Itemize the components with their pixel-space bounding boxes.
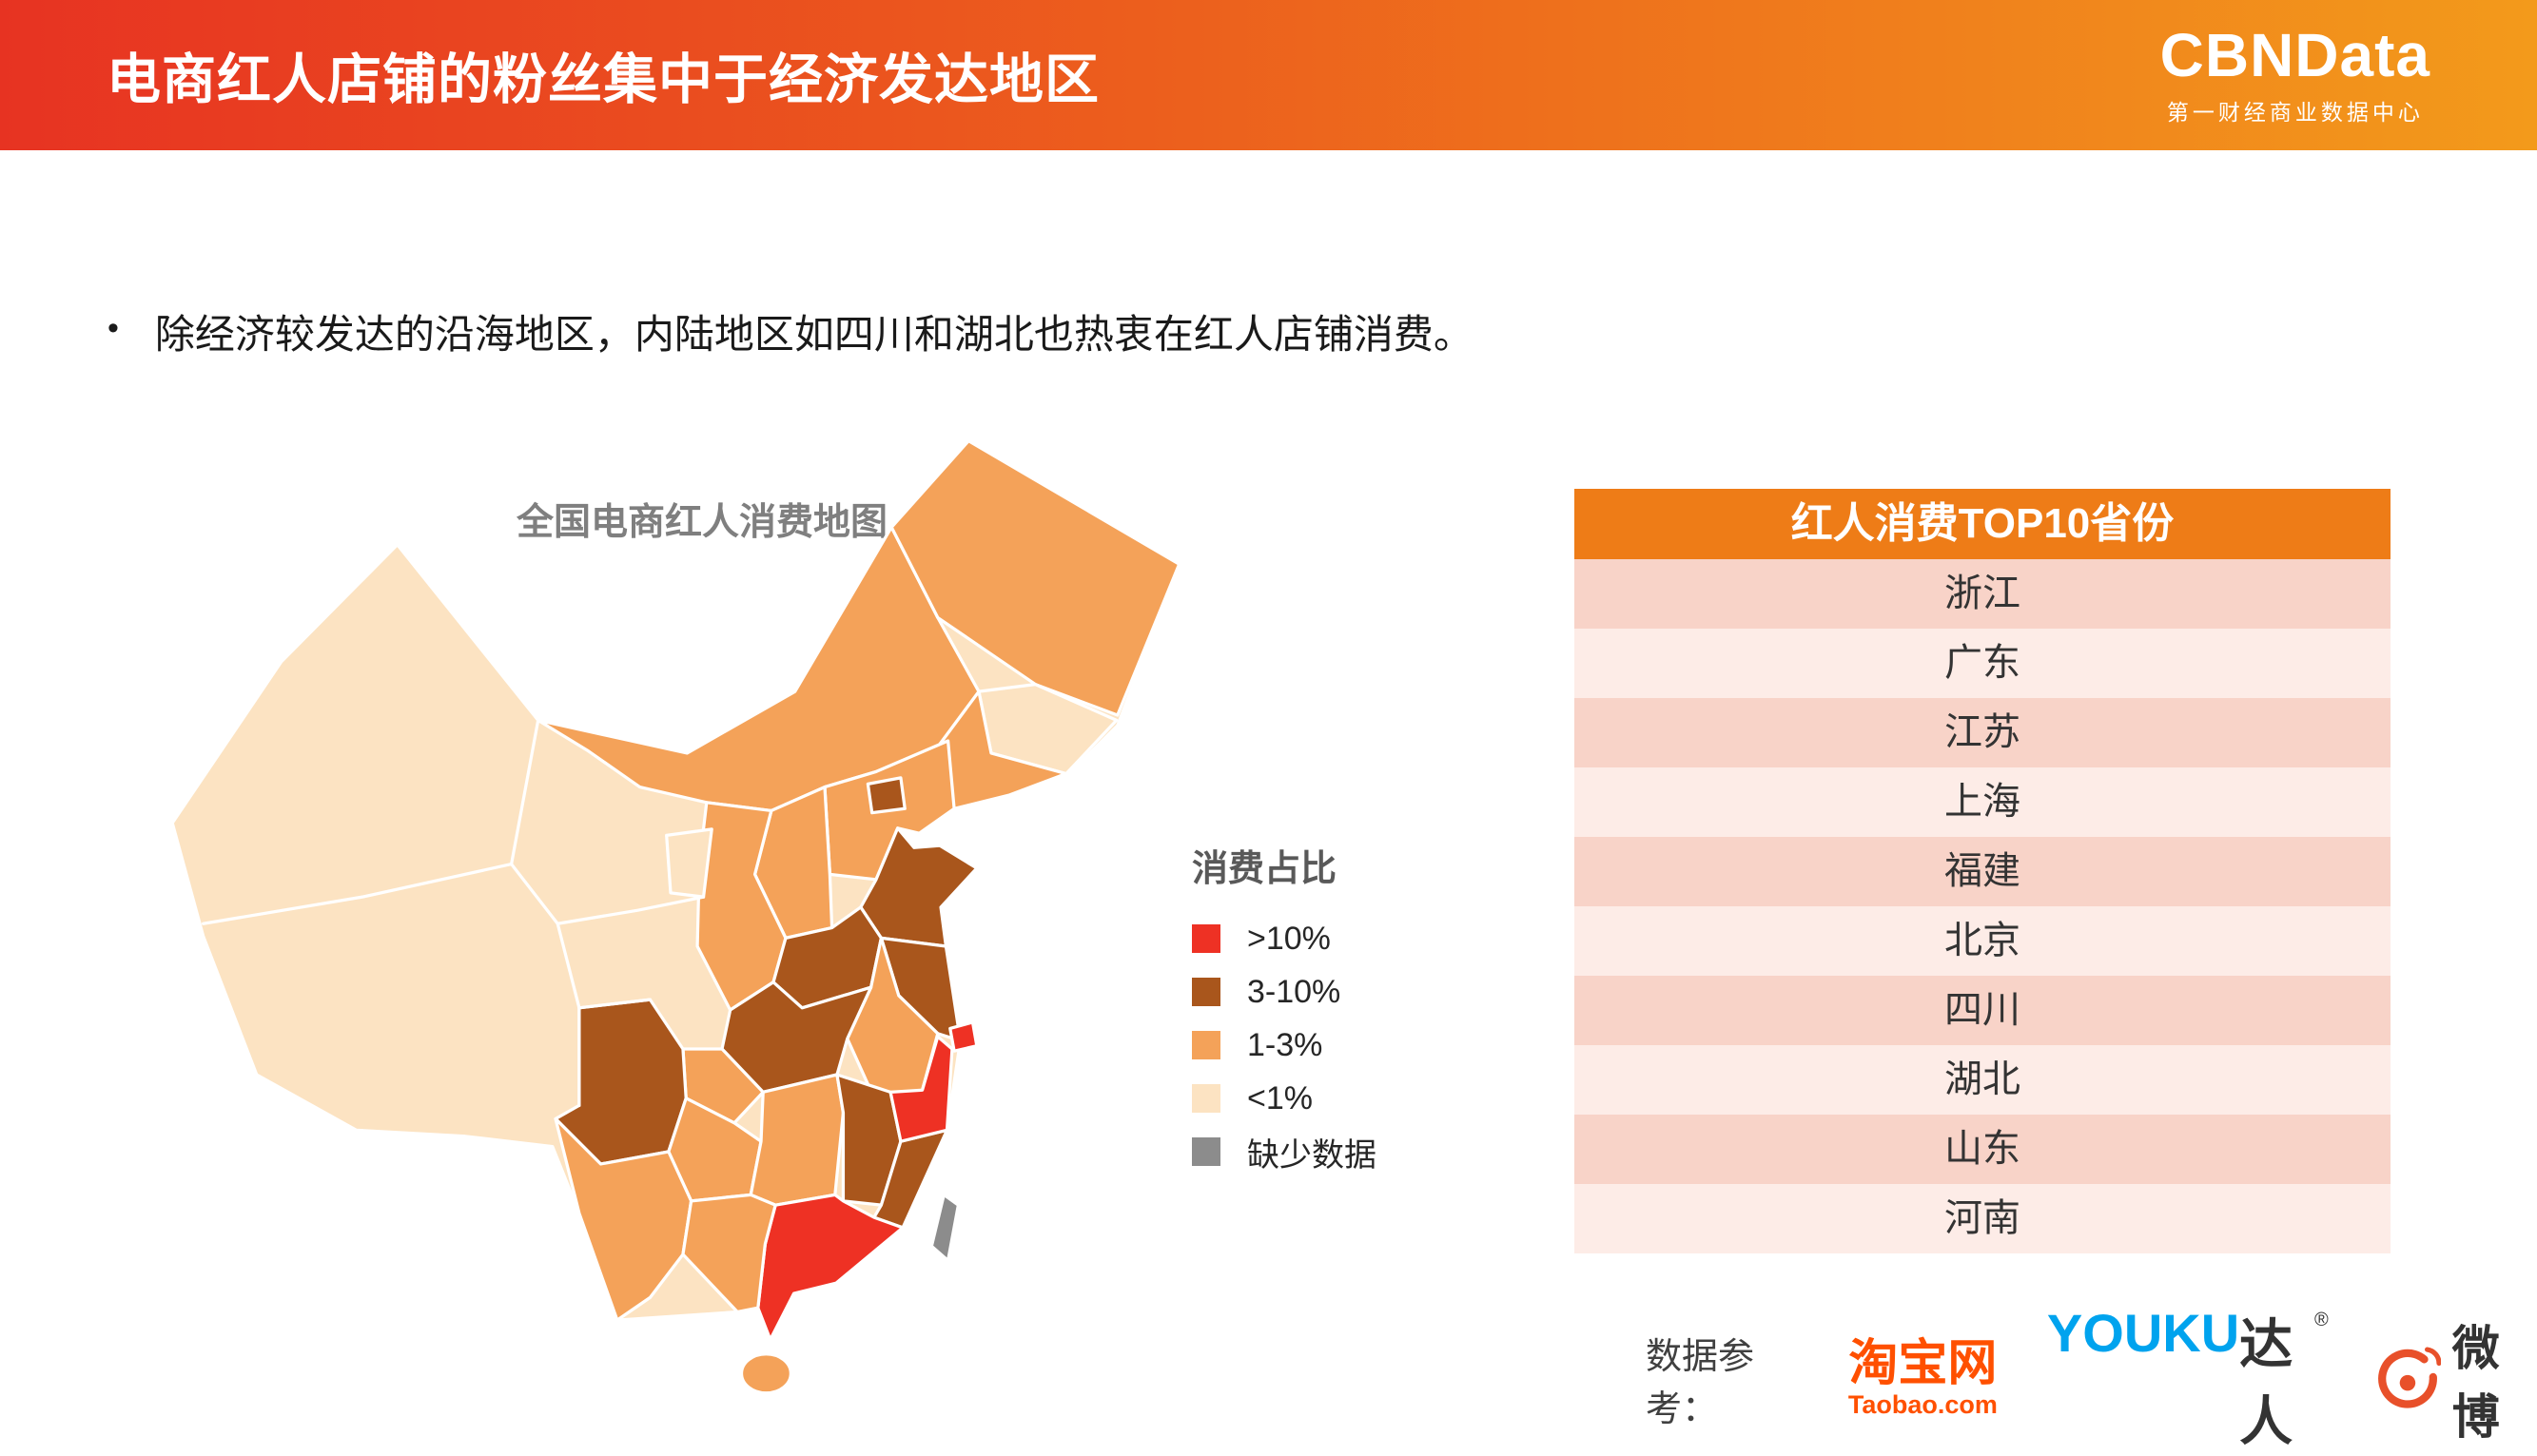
border-qinghai-sichuan [577,998,653,1010]
cbndata-logo: CBNData 第一财经商业数据中心 [2160,25,2430,126]
map-section: 全国电商红人消费地图 [157,409,1508,1427]
border-qinghai-north [556,895,706,925]
province-hainan [739,1352,792,1395]
data-sources: 数据参考： 淘宝网 Taobao.com YOUKU 达人 ® 微博 [1646,1303,2537,1451]
china-choropleth-map [170,439,1181,1395]
province-beijing [866,776,907,815]
table-row: 山东 [1574,1115,2391,1184]
bullet-point: • 除经济较发达的沿海地区，内陆地区如四川和湖北也热衷在红人店铺消费。 [107,302,1473,360]
legend-item-1-3: 1-3% [1192,1019,1376,1072]
province-taiwan [929,1193,961,1263]
legend-swatch-brown [1192,978,1220,1006]
sources-label: 数据参考： [1646,1337,1755,1429]
province-heilongjiang [889,439,1181,717]
table-row: 湖北 [1574,1045,2391,1115]
cbndata-logo-subtext: 第一财经商业数据中心 [2166,99,2424,125]
weibo-logo: 微博 [2377,1310,2537,1447]
legend-item-lt1: <1% [1192,1072,1376,1125]
weibo-eye-icon [2377,1347,2441,1408]
taobao-logo: 淘宝网 Taobao.com [1848,1338,1998,1420]
province-shanghai [948,1020,979,1053]
youku-daren-text: 达人 [2239,1314,2293,1451]
province-zhejiang [888,1035,954,1143]
province-hunan [749,1073,846,1207]
legend-item-3-10: 3-10% [1192,965,1376,1019]
map-legend: 消费占比 >10% 3-10% 1-3% <1% [1192,839,1376,1178]
province-ningxia [665,827,713,899]
legend-item-gt10: >10% [1192,912,1376,965]
weibo-logo-text: 微博 [2451,1322,2500,1444]
border-tibet [509,862,581,1108]
taobao-logo-subtext: Taobao.com [1847,1389,1998,1419]
legend-swatch-gray [1192,1137,1220,1166]
bullet-text: 除经济较发达的沿海地区，内陆地区如四川和湖北也热衷在红人店铺消费。 [154,312,1473,357]
legend-label: >10% [1247,920,1331,957]
youku-logo-text: YOUKU [2046,1303,2240,1363]
page-title: 电商红人店铺的粉丝集中于经济发达地区 [107,49,1100,110]
legend-title: 消费占比 [1192,849,1337,889]
province-guangxi [681,1193,777,1314]
top10-table: 红人消费TOP10省份 浙江 广东 江苏 上海 福建 北京 四川 湖北 山东 河… [1574,489,2391,1253]
legend-swatch-orange [1192,1031,1220,1059]
legend-label: 1-3% [1247,1026,1323,1063]
table-header: 红人消费TOP10省份 [1574,489,2391,559]
table-row: 河南 [1574,1184,2391,1253]
table-row: 广东 [1574,629,2391,698]
bullet-marker: • [107,310,119,346]
legend-swatch-red [1192,924,1220,953]
border-xinjiang [201,718,540,925]
legend-label: 3-10% [1247,973,1341,1010]
legend-item-nodata: 缺少数据 [1192,1125,1376,1178]
table-row: 福建 [1574,837,2391,906]
registered-mark: ® [2314,1310,2329,1330]
legend-label: 缺少数据 [1247,1136,1376,1174]
legend-swatch-light [1192,1084,1220,1113]
table-row: 上海 [1574,767,2391,837]
cbndata-logo-text: CBNData [2159,20,2430,89]
header-bar: 电商红人店铺的粉丝集中于经济发达地区 CBNData 第一财经商业数据中心 [0,0,2537,150]
map-title: 全国电商红人消费地图 [517,502,888,543]
table-row: 江苏 [1574,698,2391,767]
table-row: 浙江 [1574,559,2391,629]
table-row: 四川 [1574,976,2391,1045]
taobao-logo-text: 淘宝网 [1848,1336,1998,1392]
youku-logo: YOUKU 达人 ® [2047,1302,2329,1456]
table-row: 北京 [1574,906,2391,976]
legend-label: <1% [1247,1079,1313,1116]
